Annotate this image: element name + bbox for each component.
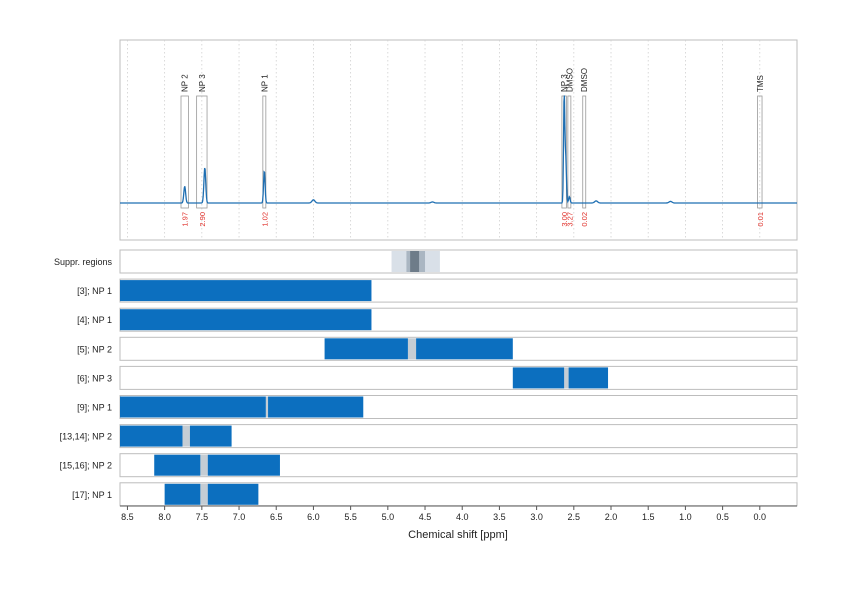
x-tick-label: 7.0: [233, 512, 246, 522]
peak-annotation: DMSO 0.02: [580, 68, 589, 227]
x-tick-label: 8.5: [121, 512, 134, 522]
row-segment: [268, 396, 364, 418]
row-segment: [120, 309, 372, 331]
integral-value: 1.97: [181, 212, 190, 227]
suppression-label: Suppr. regions: [54, 257, 113, 267]
row-label: [3]; NP 1: [77, 286, 112, 296]
row-segment: [416, 338, 513, 360]
row-label: [4]; NP 1: [77, 315, 112, 325]
x-tick-label: 0.0: [754, 512, 767, 522]
range-row: [9]; NP 1: [77, 395, 798, 419]
peak-annotation: NP 3 2.90: [196, 74, 208, 227]
row-segment: [568, 367, 609, 389]
x-tick-label: 1.5: [642, 512, 655, 522]
peak-annotation: TMS 0.01: [756, 75, 765, 227]
row-label: [5]; NP 2: [77, 344, 112, 354]
annotation-label: NP 3: [198, 74, 207, 92]
suppression-panel: Suppr. regions: [54, 249, 798, 274]
suppression-frame: [119, 249, 798, 274]
integral-value: 3.00: [560, 212, 569, 227]
row-segment: [207, 483, 259, 505]
row-label: [9]; NP 1: [77, 403, 112, 413]
spectrum-frame: [119, 39, 798, 241]
x-tick-label: 0.5: [716, 512, 729, 522]
peak-annotation: NP 2 1.97: [180, 74, 190, 227]
range-row: [5]; NP 2: [77, 336, 798, 361]
row-gap: [265, 396, 269, 418]
range-row: [15,16]; NP 2: [60, 453, 798, 478]
row-segment: [120, 396, 266, 418]
x-tick-label: 2.5: [568, 512, 581, 522]
spectrum-panel: NP 2 1.97 NP 3 2.90 NP 1 1.02 NP 3 3.00 DMSO 3.27…: [119, 39, 798, 241]
row-segment: [154, 454, 201, 476]
integral-value: 3.27: [565, 212, 574, 227]
annotation-label: NP 1: [260, 74, 269, 92]
row-segment: [120, 280, 372, 302]
range-row: [17]; NP 1: [72, 482, 798, 507]
x-tick-label: 7.5: [196, 512, 209, 522]
x-tick-label: 3.5: [493, 512, 506, 522]
integration-box: [180, 95, 189, 209]
row-gap: [564, 367, 569, 389]
row-label: [6]; NP 3: [77, 373, 112, 383]
x-tick-label: 3.0: [530, 512, 543, 522]
annotation-label: TMS: [756, 75, 765, 92]
row-gap: [182, 425, 190, 447]
x-axis: 8.5 8.0 7.5 7.0 6.5 6.0 5.5 5.0 4.5 4.0 3.5 3.0 2.5 2…: [120, 505, 797, 522]
row-segment: [189, 425, 232, 447]
x-axis-label: Chemical shift [ppm]: [408, 529, 508, 541]
row-frame: [119, 365, 798, 390]
annotation-label: NP 3: [560, 74, 569, 92]
x-tick-label: 6.5: [270, 512, 283, 522]
integration-box: [196, 95, 208, 209]
row-frame: [119, 453, 798, 478]
integral-value: 1.02: [260, 212, 269, 227]
integral-value: 2.90: [198, 212, 207, 227]
range-rows-panel: [3]; NP 1 [4]; NP 1 [5]; NP 2 [6]; NP 3 [9];…: [60, 278, 798, 507]
integration-box: [757, 95, 763, 209]
peak-annotation: DMSO 3.27: [565, 68, 574, 227]
row-gap: [407, 338, 417, 360]
row-label: [13,14]; NP 2: [60, 432, 112, 442]
row-gap: [200, 454, 208, 476]
annotation-label: NP 2: [181, 74, 190, 92]
spectrum-line: [120, 95, 797, 204]
x-tick-label: 4.0: [456, 512, 469, 522]
suppression-core: [410, 251, 420, 272]
integration-box: [567, 95, 572, 209]
integration-box: [582, 95, 587, 209]
row-segment: [324, 338, 408, 360]
x-tick-label: 6.0: [307, 512, 320, 522]
row-segment: [512, 367, 565, 389]
integral-value: 0.01: [756, 212, 765, 227]
x-tick-label: 5.0: [382, 512, 395, 522]
row-label: [15,16]; NP 2: [60, 461, 112, 471]
row-label: [17]; NP 1: [72, 490, 112, 500]
annotation-label: DMSO: [580, 68, 589, 92]
range-row: [6]; NP 3: [77, 365, 798, 390]
row-segment: [120, 425, 183, 447]
x-tick-label: 8.0: [158, 512, 171, 522]
range-row: [13,14]; NP 2: [60, 424, 798, 449]
peak-annotation: NP 1 1.02: [260, 74, 269, 227]
x-tick-label: 4.5: [419, 512, 432, 522]
range-row: [3]; NP 1: [77, 278, 798, 303]
row-segment: [207, 454, 280, 476]
range-row: [4]; NP 1: [77, 307, 798, 332]
x-tick-label: 2.0: [605, 512, 618, 522]
integration-box: [262, 95, 267, 209]
x-tick-label: 1.0: [679, 512, 692, 522]
x-tick-label: 5.5: [344, 512, 357, 522]
row-gap: [200, 483, 208, 505]
integral-value: 0.02: [580, 212, 589, 227]
annotation-label: DMSO: [565, 68, 574, 92]
row-segment: [164, 483, 201, 505]
